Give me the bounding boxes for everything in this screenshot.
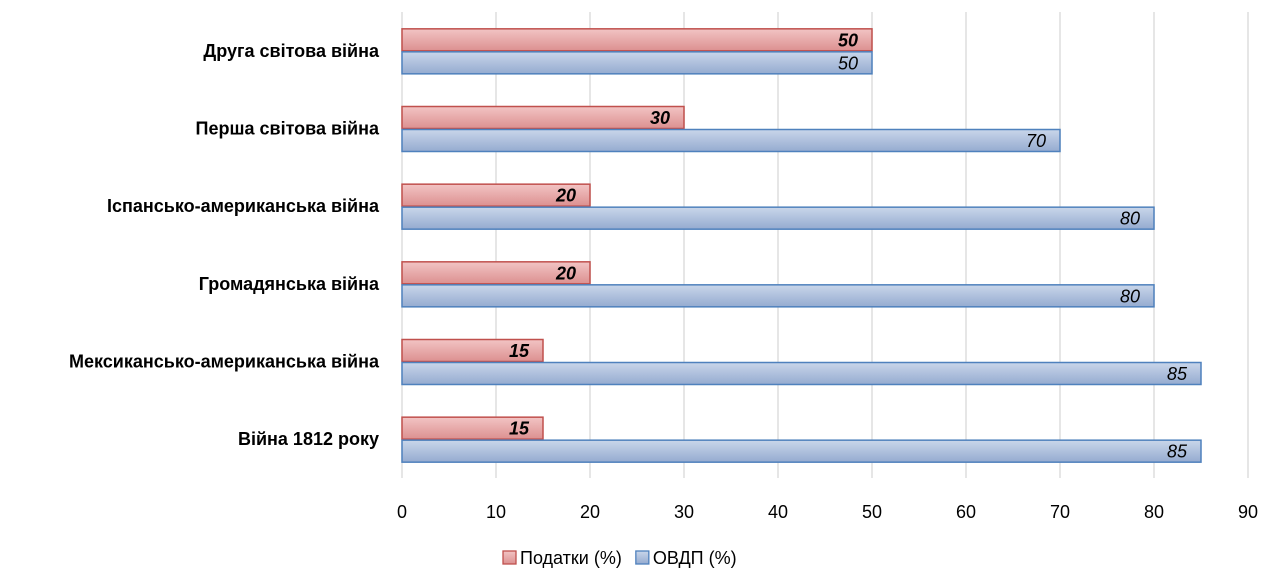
bar-taxes xyxy=(401,183,591,207)
gridlines xyxy=(401,12,1249,478)
bar-taxes xyxy=(401,261,591,285)
data-label: 30 xyxy=(650,108,670,128)
bar-taxes xyxy=(401,28,873,52)
category-label: Війна 1812 року xyxy=(238,429,379,449)
x-tick-label: 50 xyxy=(862,502,882,522)
category-label: Громадянська війна xyxy=(199,274,380,294)
bar-bonds xyxy=(401,51,873,75)
bar-bonds xyxy=(401,206,1155,230)
bars xyxy=(401,28,1202,463)
data-label: 15 xyxy=(509,341,530,361)
x-tick-label: 80 xyxy=(1144,502,1164,522)
data-label: 70 xyxy=(1026,131,1046,151)
bar-bonds xyxy=(401,128,1061,153)
x-tick-label: 20 xyxy=(580,502,600,522)
x-tick-label: 40 xyxy=(768,502,788,522)
x-tick-label: 10 xyxy=(486,502,506,522)
bar-taxes xyxy=(401,105,685,130)
data-label: 20 xyxy=(555,263,576,283)
bar-taxes xyxy=(401,338,544,363)
x-tick-label: 60 xyxy=(956,502,976,522)
data-label: 80 xyxy=(1120,286,1140,306)
bar-bonds xyxy=(401,361,1202,386)
category-labels: Друга світова війна Перша світова війна Іс… xyxy=(69,41,380,449)
data-label: 50 xyxy=(838,30,858,50)
bar-bonds xyxy=(401,284,1155,308)
data-label: 85 xyxy=(1167,364,1188,384)
x-tick-label: 0 xyxy=(397,502,407,522)
legend: Податки (%) ОВДП (%) xyxy=(502,548,737,568)
bar-bonds xyxy=(401,439,1202,463)
legend-label: Податки (%) xyxy=(520,548,622,568)
data-label: 20 xyxy=(555,186,576,206)
legend-label: ОВДП (%) xyxy=(653,548,737,568)
data-label: 85 xyxy=(1167,442,1188,462)
category-label: Мексикансько-американська війна xyxy=(69,352,380,372)
x-axis-tick-labels: 0 10 20 30 40 50 60 70 80 90 xyxy=(397,502,1258,522)
x-tick-label: 90 xyxy=(1238,502,1258,522)
data-label: 15 xyxy=(509,419,530,439)
x-tick-label: 30 xyxy=(674,502,694,522)
legend-swatch xyxy=(502,550,517,565)
data-label: 50 xyxy=(838,53,858,73)
legend-swatch xyxy=(635,550,650,565)
data-label: 80 xyxy=(1120,209,1140,229)
data-labels: 50 50 30 70 20 80 20 80 15 85 15 85 xyxy=(509,30,1188,461)
x-tick-label: 70 xyxy=(1050,502,1070,522)
category-label: Іспансько-американська війна xyxy=(107,196,380,216)
bar-taxes xyxy=(401,416,544,440)
category-label: Друга світова війна xyxy=(203,41,380,61)
category-label: Перша світова війна xyxy=(196,119,380,139)
